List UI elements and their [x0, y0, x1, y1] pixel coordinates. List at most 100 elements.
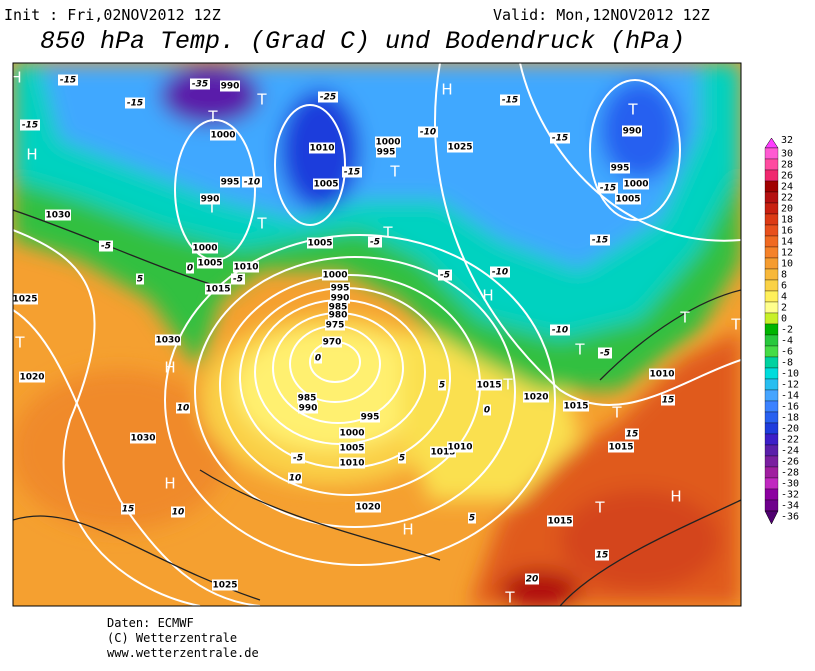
pressure-center: T	[206, 199, 217, 217]
label-box	[58, 74, 78, 86]
isobar-label: 1015	[547, 517, 572, 527]
label-box	[483, 404, 491, 416]
colorbar-label: 28	[781, 160, 793, 171]
temperature-label: -5	[600, 349, 610, 359]
label-box	[242, 176, 262, 188]
colorbar-label: 20	[781, 204, 793, 215]
isobar-label: 1020	[355, 503, 380, 513]
isobar-label: 1020	[523, 393, 548, 403]
init-time: Init : Fri,02NOV2012 12Z	[4, 6, 221, 24]
label-box	[330, 282, 350, 294]
isobar-label: 995	[331, 284, 350, 294]
colorbar-swatch	[764, 180, 779, 193]
label-box	[525, 573, 539, 585]
label-box	[325, 319, 345, 331]
label-box	[500, 94, 520, 106]
label-box	[649, 368, 675, 380]
label-box	[418, 126, 438, 138]
temperature-label: -15	[600, 184, 616, 194]
label-box	[328, 309, 348, 321]
isobar-label: 995	[221, 178, 240, 188]
colorbar-label: -24	[781, 446, 799, 457]
colorbar-label: -18	[781, 413, 799, 424]
temperature-label: 15	[626, 430, 639, 440]
valid-time: Valid: Mon,12NOV2012 12Z	[493, 6, 710, 24]
temperature-label: -5	[101, 242, 111, 252]
colorbar-swatch	[764, 455, 779, 468]
isobar-label: 1000	[192, 244, 217, 254]
label-box	[190, 78, 210, 90]
label-box	[339, 457, 365, 469]
isobar-label: 1005	[313, 180, 338, 190]
pressure-center: T	[256, 91, 267, 109]
isobar-label: 1000	[210, 131, 235, 141]
label-box	[490, 266, 510, 278]
temperature-label: 0	[187, 264, 193, 274]
label-box	[550, 324, 570, 336]
temperature-label: -15	[127, 99, 143, 109]
temperature-label: 10	[289, 474, 302, 484]
temperature-label: -35	[192, 80, 208, 90]
label-box	[322, 269, 348, 281]
colorbar-label: 6	[781, 281, 787, 292]
isobar-label: 1030	[130, 434, 155, 444]
colorbar-label: 22	[781, 193, 793, 204]
isobar-label: 1030	[45, 211, 70, 221]
label-box	[430, 446, 456, 458]
colorbar-label: -30	[781, 479, 799, 490]
colorbar-swatch	[764, 147, 779, 160]
colorbar-label: -2	[781, 325, 793, 336]
temperature-label: 10	[172, 508, 185, 518]
colorbar-label: 8	[781, 270, 787, 281]
colorbar-swatch	[764, 444, 779, 457]
isobar-label: 1015	[563, 402, 588, 412]
colorbar-label: 10	[781, 259, 793, 270]
temperature-label: -10	[420, 128, 436, 138]
label-box	[447, 141, 473, 153]
label-box	[192, 242, 218, 254]
isobar-label: 1010	[339, 459, 364, 469]
isobar-label: 1025	[447, 143, 472, 153]
colorbar-label: 2	[781, 303, 787, 314]
label-box	[615, 193, 641, 205]
temperature-label: 10	[177, 404, 190, 414]
temperature-label: -10	[552, 326, 568, 336]
temperature-label: 0	[484, 406, 490, 416]
label-box	[297, 392, 317, 404]
isobar-label: 990	[201, 195, 220, 205]
label-box	[438, 269, 452, 281]
isobar-label: 1010	[233, 263, 258, 273]
colorbar-swatch	[764, 323, 779, 336]
label-box	[231, 273, 245, 285]
temperature-label: -15	[592, 236, 608, 246]
label-box	[476, 379, 502, 391]
isobar-label: 1025	[12, 295, 37, 305]
colorbar-swatch	[764, 433, 779, 446]
colorbar-label: 12	[781, 248, 793, 259]
pressure-center: T	[389, 163, 400, 181]
colorbar-swatch	[764, 466, 779, 479]
pressure-center: T	[14, 334, 25, 352]
colorbar-swatch	[764, 389, 779, 402]
colorbar-label: -22	[781, 435, 799, 446]
label-box	[200, 193, 220, 205]
temperature-label: -5	[370, 238, 380, 248]
label-box	[598, 347, 612, 359]
colorbar-swatch	[764, 499, 779, 512]
isobar-label: 990	[623, 127, 642, 137]
map-frame	[12, 62, 742, 607]
isobar-label: 990	[299, 404, 318, 414]
colorbar-label: -10	[781, 369, 799, 380]
pressure-center: H	[26, 146, 37, 164]
isobar-label: 1010	[309, 144, 334, 154]
pressure-center: T	[730, 316, 741, 334]
label-box	[342, 166, 362, 178]
colorbar-label: -20	[781, 424, 799, 435]
temperature-label: 0	[315, 354, 321, 364]
pressure-center: T	[502, 376, 513, 394]
pressure-center: T	[207, 108, 218, 126]
colorbar-swatch	[764, 400, 779, 413]
isobar-label: 1010	[649, 370, 674, 380]
colorbar-label: 0	[781, 314, 787, 325]
